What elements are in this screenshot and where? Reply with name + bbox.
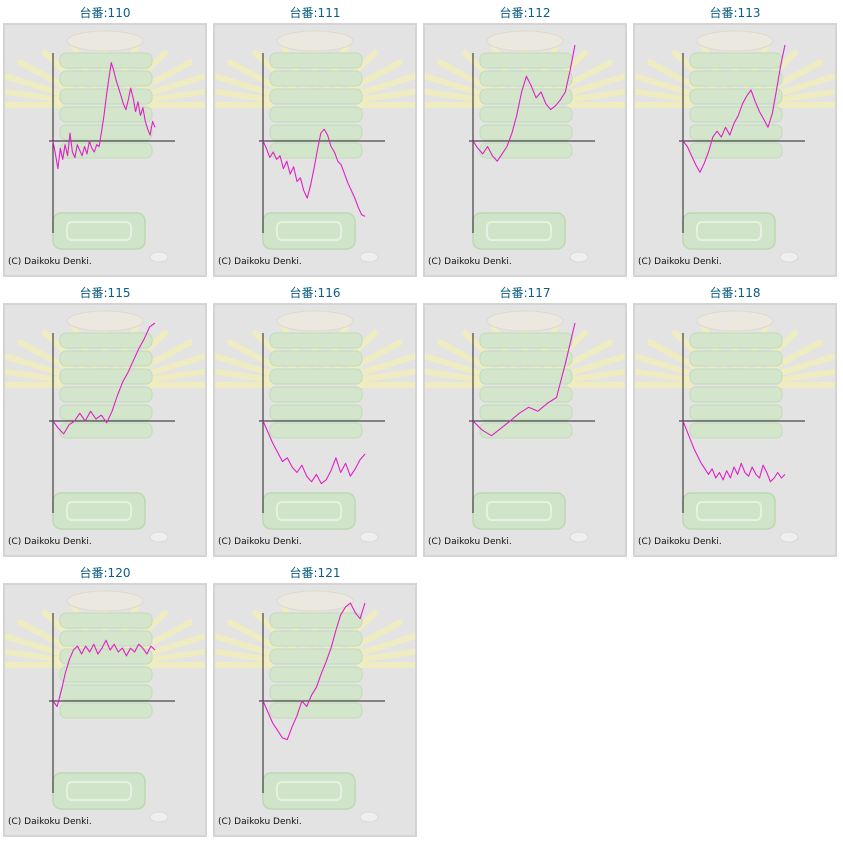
machine-watermark-art xyxy=(5,590,205,823)
graph-frame: (C) Daikoku Denki. xyxy=(213,303,417,557)
machine-watermark-art xyxy=(425,310,625,543)
machine-watermark-art xyxy=(5,310,205,543)
payout-series-line xyxy=(262,602,366,741)
graph-frame: (C) Daikoku Denki. xyxy=(633,303,837,557)
payout-graph xyxy=(215,590,415,823)
machine-number-title[interactable]: 台番:121 xyxy=(289,566,341,580)
copyright-text: (C) Daikoku Denki. xyxy=(638,537,722,547)
machine-watermark-art xyxy=(215,30,415,263)
copyright-text: (C) Daikoku Denki. xyxy=(8,537,92,547)
graph-frame: (C) Daikoku Denki. xyxy=(423,303,627,557)
graph-frame: (C) Daikoku Denki. xyxy=(423,23,627,277)
machine-watermark-art xyxy=(215,590,415,823)
copyright-text: (C) Daikoku Denki. xyxy=(218,817,302,827)
machine-number-title[interactable]: 台番:117 xyxy=(499,286,551,300)
payout-graph xyxy=(5,30,205,263)
machine-number-title[interactable]: 台番:111 xyxy=(289,6,341,20)
machine-watermark-art xyxy=(635,310,835,543)
machine-watermark-art xyxy=(635,30,835,263)
graph-frame: (C) Daikoku Denki. xyxy=(3,23,207,277)
payout-graph xyxy=(215,30,415,263)
graph-frame: (C) Daikoku Denki. xyxy=(3,583,207,837)
machine-number-title[interactable]: 台番:110 xyxy=(79,6,131,20)
graph-frame: (C) Daikoku Denki. xyxy=(213,23,417,277)
copyright-text: (C) Daikoku Denki. xyxy=(218,537,302,547)
machine-number-title[interactable]: 台番:116 xyxy=(289,286,341,300)
payout-graph xyxy=(215,310,415,543)
machine-watermark-art xyxy=(5,30,205,263)
machine-number-title[interactable]: 台番:120 xyxy=(79,566,131,580)
copyright-text: (C) Daikoku Denki. xyxy=(8,257,92,267)
payout-graph xyxy=(635,310,835,543)
machine-number-title[interactable]: 台番:115 xyxy=(79,286,131,300)
payout-series-line xyxy=(682,420,786,483)
copyright-text: (C) Daikoku Denki. xyxy=(8,817,92,827)
payout-graph xyxy=(5,590,205,823)
payout-series-line xyxy=(262,128,366,217)
copyright-text: (C) Daikoku Denki. xyxy=(218,257,302,267)
machine-number-title[interactable]: 台番:113 xyxy=(709,6,761,20)
machine-number-title[interactable]: 台番:112 xyxy=(499,6,551,20)
machine-number-title[interactable]: 台番:118 xyxy=(709,286,761,300)
machine-watermark-art xyxy=(425,30,625,263)
payout-graph xyxy=(425,310,625,543)
payout-graph xyxy=(425,30,625,263)
machine-watermark-art xyxy=(215,310,415,543)
payout-series-line xyxy=(472,322,576,437)
copyright-text: (C) Daikoku Denki. xyxy=(638,257,722,267)
payout-series-line xyxy=(682,44,786,173)
graph-frame: (C) Daikoku Denki. xyxy=(633,23,837,277)
payout-series-line xyxy=(52,62,156,170)
copyright-text: (C) Daikoku Denki. xyxy=(428,257,512,267)
payout-graph xyxy=(5,310,205,543)
payout-graph xyxy=(635,30,835,263)
payout-series-line xyxy=(52,322,156,435)
payout-series-line xyxy=(472,44,576,162)
payout-series-line xyxy=(52,639,156,708)
payout-series-line xyxy=(262,420,366,485)
graph-frame: (C) Daikoku Denki. xyxy=(213,583,417,837)
copyright-text: (C) Daikoku Denki. xyxy=(428,537,512,547)
graph-frame: (C) Daikoku Denki. xyxy=(3,303,207,557)
